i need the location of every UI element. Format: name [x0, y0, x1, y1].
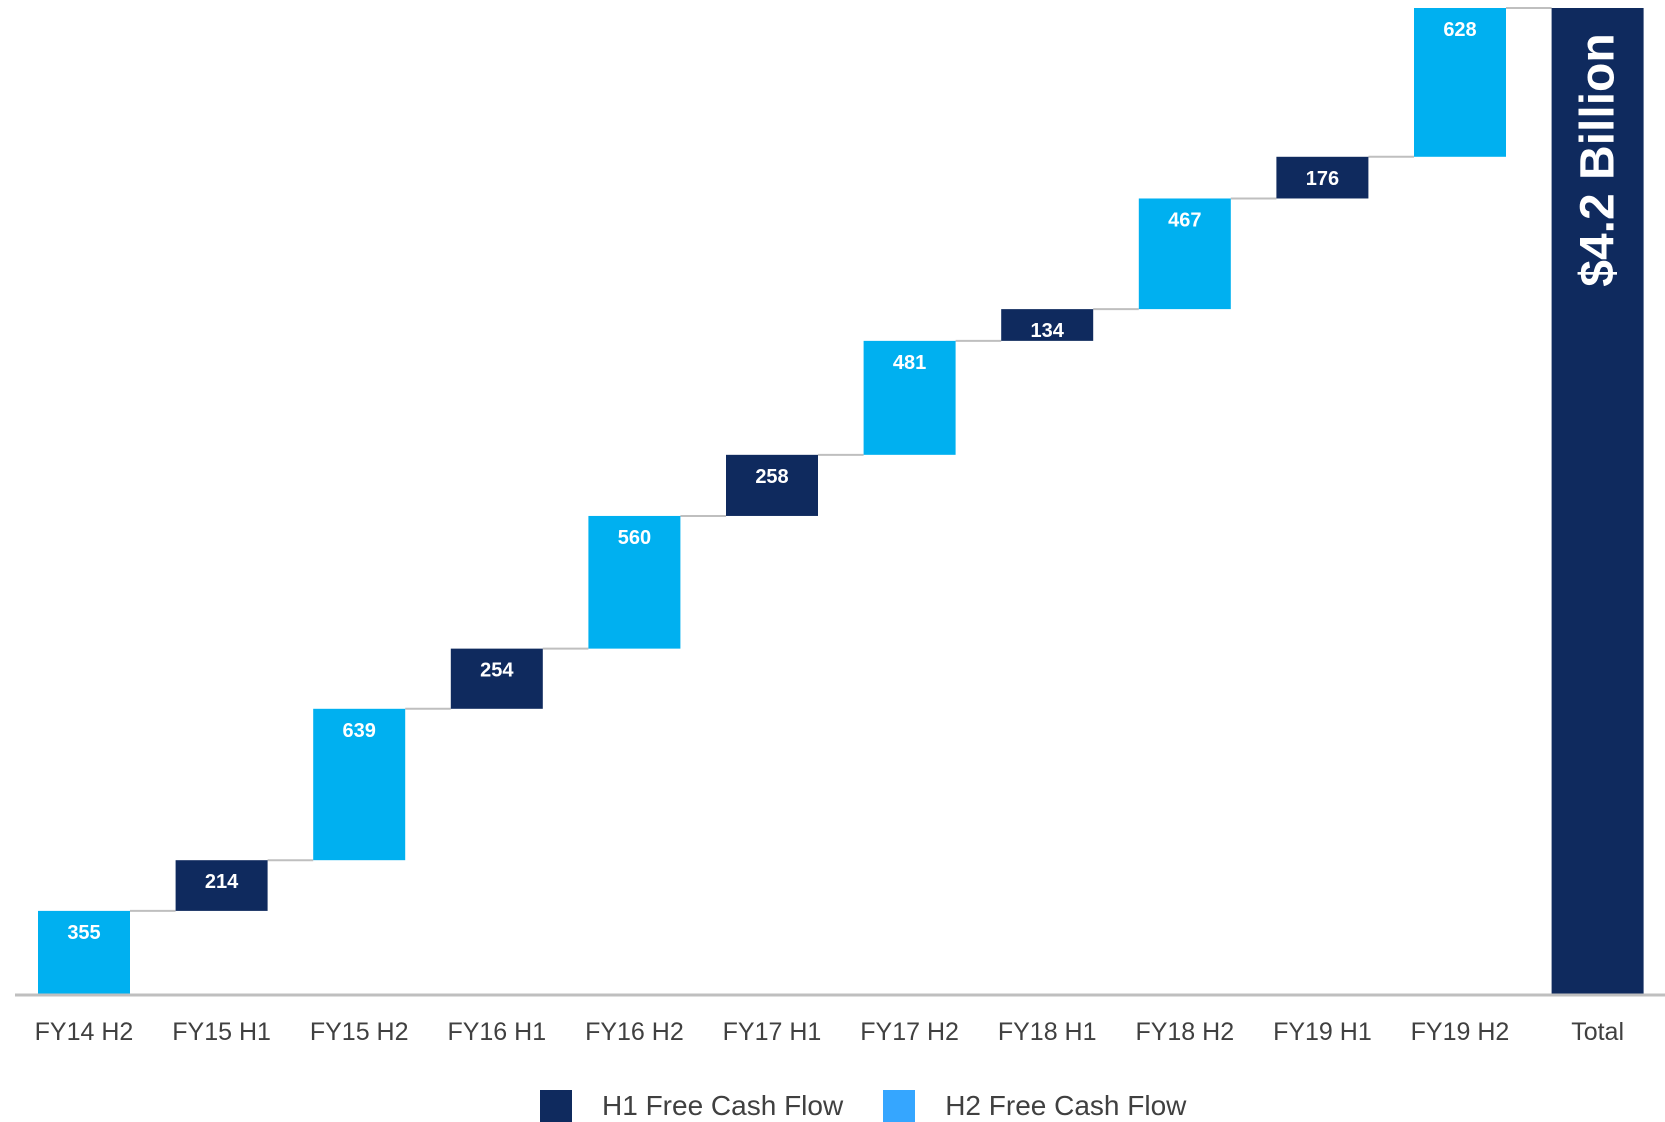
legend-label-h2: H2 Free Cash Flow: [945, 1090, 1187, 1121]
bar-fy16-h1: [450, 648, 543, 709]
bar-fy16-h2: [588, 515, 681, 649]
bar-fy19-h1: [1276, 156, 1369, 199]
bar-fy14-h2: [38, 910, 130, 995]
bar-value-label: 481: [893, 352, 926, 374]
bar-value-label: 214: [205, 871, 239, 893]
bars: [38, 8, 1644, 995]
x-tick-label: Total: [1571, 1018, 1624, 1046]
legend-item-h1: H1 Free Cash Flow: [540, 1090, 843, 1122]
bar-value-label: 639: [343, 720, 376, 742]
legend-item-h2: H2 Free Cash Flow: [883, 1090, 1186, 1122]
bar-fy18-h2: [1138, 198, 1231, 310]
x-tick-label: FY16 H2: [585, 1018, 684, 1046]
x-tick-label: FY18 H2: [1135, 1018, 1234, 1046]
bar-fy18-h1: [1001, 309, 1094, 341]
bar-fy15-h1: [175, 860, 268, 911]
x-tick-label: FY17 H2: [860, 1018, 959, 1046]
x-tick-label: FY17 H1: [723, 1018, 822, 1046]
bar-value-label: 355: [67, 922, 100, 944]
bar-value-label: 254: [480, 660, 514, 682]
x-tick-label: FY15 H2: [310, 1018, 409, 1046]
x-tick-label: FY15 H1: [172, 1018, 271, 1046]
total-value-label: $4.2 Billion: [1572, 33, 1625, 286]
bar-fy15-h2: [313, 708, 406, 861]
x-tick-label: FY19 H1: [1273, 1018, 1372, 1046]
x-tick-label: FY18 H1: [998, 1018, 1097, 1046]
bar-value-labels: 355 214 639 254 560 258 481 134 467 176 628 $4.2 Bi…: [67, 19, 1624, 944]
bar-value-label: 134: [1031, 320, 1065, 342]
bar-value-label: 560: [618, 527, 651, 549]
legend-label-h1: H1 Free Cash Flow: [602, 1090, 844, 1121]
bar-fy19-h2: [1414, 8, 1506, 157]
bar-value-label: 176: [1306, 168, 1339, 190]
bar-total: [1551, 8, 1644, 995]
bar-value-label: 467: [1168, 209, 1201, 231]
bar-value-label: 628: [1443, 19, 1476, 41]
bar-fy17-h2: [863, 340, 956, 455]
x-tick-label: FY19 H2: [1411, 1018, 1510, 1046]
bar-value-label: 258: [755, 466, 788, 488]
bar-fy17-h1: [726, 454, 818, 516]
x-tick-label: FY14 H2: [35, 1018, 134, 1046]
x-tick-label: FY16 H1: [447, 1018, 546, 1046]
legend: H1 Free Cash Flow H2 Free Cash Flow: [540, 1090, 1226, 1122]
legend-swatch-h2: [883, 1090, 916, 1122]
connector-lines: [130, 7, 1552, 912]
x-axis-tick-labels: FY14 H2 FY15 H1 FY15 H2 FY16 H1 FY16 H2 FY17 …: [35, 1018, 1624, 1046]
legend-swatch-h1: [540, 1090, 572, 1122]
